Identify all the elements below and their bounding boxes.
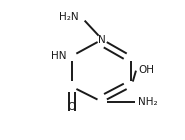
Text: HN: HN [51,51,66,61]
Text: NH₂: NH₂ [138,97,158,107]
Text: N: N [98,35,106,45]
Text: H₂N: H₂N [59,12,79,22]
Text: O: O [68,102,76,112]
Text: OH: OH [138,65,154,75]
